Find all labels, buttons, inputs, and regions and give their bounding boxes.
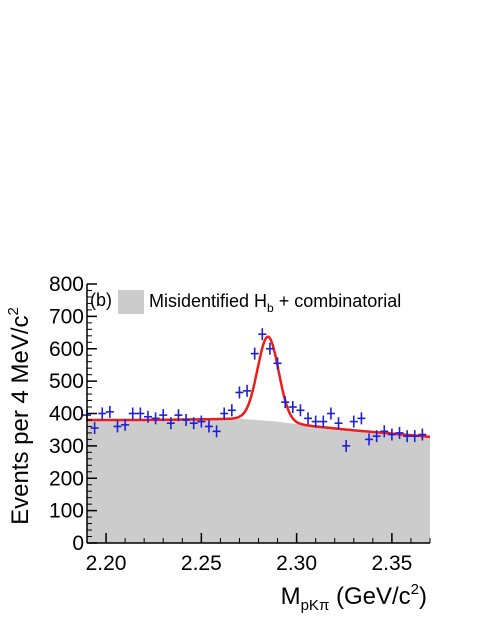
- y-axis-title-main: Events per 4 MeV/c: [7, 315, 34, 524]
- data-point: [418, 428, 427, 441]
- data-point: [166, 417, 175, 430]
- x-tick-label: 2.35: [371, 552, 412, 575]
- data-point: [128, 407, 137, 420]
- y-tick-label: 400: [49, 403, 84, 426]
- x-axis-title-main: M: [281, 583, 301, 610]
- data-point: [105, 405, 114, 418]
- data-point: [151, 412, 160, 425]
- data-point: [243, 384, 252, 397]
- data-point: [349, 415, 358, 428]
- data-point: [98, 407, 107, 420]
- x-axis-title-close: ): [419, 583, 427, 610]
- y-axis-title: Events per 4 MeV/c2: [5, 307, 34, 525]
- x-tick-label: 2.25: [181, 552, 222, 575]
- x-axis-title-sub: pKπ: [301, 597, 330, 614]
- y-tick-label: 600: [49, 338, 84, 361]
- data-point: [212, 425, 221, 438]
- y-axis-title-sup: 2: [5, 307, 22, 315]
- data-point: [90, 422, 99, 435]
- data-point: [395, 426, 404, 439]
- x-tick-label: 2.30: [276, 552, 317, 575]
- data-point: [288, 401, 297, 414]
- data-point: [189, 417, 198, 430]
- data-point: [326, 407, 335, 420]
- data-point: [372, 430, 381, 443]
- data-point: [365, 433, 374, 446]
- data-point: [334, 417, 343, 430]
- data-point: [143, 410, 152, 423]
- y-tick-label: 800: [49, 273, 84, 296]
- data-point: [227, 404, 236, 417]
- data-point: [235, 386, 244, 399]
- y-tick-label: 700: [49, 305, 84, 328]
- legend-text-sub: b: [267, 301, 274, 315]
- data-point: [296, 404, 305, 417]
- y-tick-label: 0: [72, 532, 84, 555]
- data-point: [136, 407, 145, 420]
- legend-label: Misidentified Hb + combinatorial: [149, 291, 401, 315]
- data-point: [113, 420, 122, 433]
- data-point: [319, 415, 328, 428]
- data-point: [174, 409, 183, 422]
- data-point: [250, 347, 259, 360]
- x-axis-title-sup: 2: [411, 581, 419, 598]
- data-point: [258, 328, 267, 341]
- background-component-area: [87, 418, 430, 543]
- data-point: [159, 409, 168, 422]
- x-axis-title: MpKπ (GeV/c2): [281, 581, 427, 614]
- data-point: [410, 430, 419, 443]
- data-point: [342, 439, 351, 452]
- data-point: [380, 425, 389, 438]
- data-point: [311, 415, 320, 428]
- data-point: [204, 420, 213, 433]
- data-point: [273, 357, 282, 370]
- data-point: [265, 342, 274, 355]
- legend-text-post: + combinatorial: [274, 291, 402, 311]
- y-tick-label: 300: [49, 435, 84, 458]
- data-point: [403, 430, 412, 443]
- y-tick-label: 500: [49, 370, 84, 393]
- total-fit-curve: [87, 335, 431, 439]
- y-tick-label: 200: [49, 467, 84, 490]
- legend-text-main: Misidentified H: [149, 291, 267, 311]
- y-tick-label: 100: [49, 500, 84, 523]
- data-point: [304, 412, 313, 425]
- x-axis-title-units: (GeV/c: [329, 583, 410, 610]
- data-point: [387, 428, 396, 441]
- data-point: [197, 415, 206, 428]
- data-point: [220, 407, 229, 420]
- data-point: [121, 418, 130, 431]
- legend-swatch-background: [118, 290, 144, 314]
- data-point: [281, 396, 290, 409]
- panel-label: (b): [90, 290, 112, 310]
- data-point: [182, 413, 191, 426]
- x-tick-label: 2.20: [86, 552, 127, 575]
- data-point: [357, 412, 366, 425]
